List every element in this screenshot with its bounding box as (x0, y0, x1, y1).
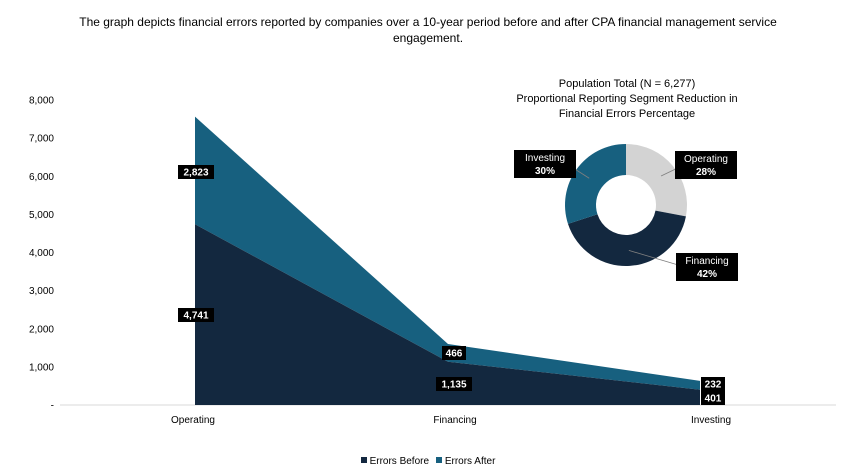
donut-title-line-3: Financial Errors Percentage (559, 108, 695, 120)
donut-slice-financing (567, 210, 686, 266)
donut-label-financing-box (676, 253, 738, 281)
data-label-errors-after-financing-box (442, 346, 466, 360)
legend-swatch-errors-before (360, 457, 367, 463)
chart-caption: The graph depicts financial errors repor… (60, 14, 796, 46)
donut-slice-investing (564, 144, 626, 224)
data-label-errors-after-financing: 466 (442, 346, 466, 360)
data-label-errors-before-financing: 1,135 (436, 377, 472, 391)
donut-slice-operating (626, 144, 687, 217)
donut-label-investing-box (514, 150, 576, 178)
donut-title-line-1: Population Total (N = 6,277) (559, 78, 695, 90)
y-tick-label-2: 2,000 (29, 324, 54, 335)
donut-label-investing-category: Investing (525, 153, 565, 164)
area-chart: - 1,000 2,000 3,000 4,000 5,000 6,000 7,000 8,00… (29, 96, 836, 426)
data-label-errors-after-financing-text: 466 (446, 349, 463, 360)
data-label-errors-before-financing-box (436, 377, 472, 391)
data-label-errors-after-investing: 232 (701, 377, 725, 391)
donut-label-operating-category: Operating (684, 154, 728, 165)
data-label-errors-before-investing-text: 401 (705, 394, 722, 405)
y-tick-label-6: 6,000 (29, 172, 54, 183)
data-label-errors-after-operating-box (178, 165, 214, 179)
data-label-errors-after-investing-text: 232 (705, 380, 722, 391)
donut-label-operating-value: 28% (696, 167, 716, 178)
y-tick-label-8: 8,000 (29, 96, 54, 107)
data-label-errors-after-operating-text: 2,823 (183, 168, 208, 179)
data-label-errors-before-operating: 4,741 (178, 308, 214, 322)
legend-label-errors-before: Errors Before (369, 456, 430, 467)
legend-item-errors-before[interactable]: Errors Before (360, 456, 430, 467)
data-label-errors-before-investing-box (701, 391, 725, 405)
area-series-errors-after (195, 116, 700, 390)
x-tick-label-investing: Investing (691, 415, 731, 426)
x-tick-label-financing: Financing (433, 415, 476, 426)
x-tick-label-operating: Operating (171, 415, 215, 426)
legend-label-errors-after: Errors After (444, 456, 496, 467)
data-label-errors-before-financing-text: 1,135 (441, 380, 466, 391)
donut-label-operating-box (675, 151, 737, 179)
donut-label-financing-category: Financing (685, 256, 728, 267)
data-label-errors-after-operating: 2,823 (178, 165, 214, 179)
caption-line-2: engagement. (392, 31, 464, 45)
caption-line-1: The graph depicts financial errors repor… (79, 15, 777, 29)
legend-item-errors-after[interactable]: Errors After (435, 456, 496, 467)
data-label-errors-before-operating-box (178, 308, 214, 322)
donut-chart: Population Total (N = 6,277) Proportional… (514, 78, 738, 281)
data-label-errors-after-investing-box (701, 377, 725, 391)
y-tick-label-3: 3,000 (29, 286, 54, 297)
y-tick-label-7: 7,000 (29, 134, 54, 145)
data-label-errors-before-investing: 401 (701, 391, 725, 405)
y-tick-label-5: 5,000 (29, 210, 54, 221)
donut-label-investing-value: 30% (535, 166, 555, 177)
y-tick-label-1: 1,000 (29, 362, 54, 373)
donut-title-line-2: Proportional Reporting Segment Reduction… (516, 93, 737, 105)
donut-label-financing-leader (628, 250, 686, 268)
y-tick-label-4: 4,000 (29, 248, 54, 259)
legend-swatch-errors-after (435, 457, 442, 463)
y-tick-label-0: - (51, 401, 54, 412)
donut-label-financing-value: 42% (697, 269, 717, 280)
legend: Errors Before Errors After (0, 456, 856, 467)
data-label-errors-before-operating-text: 4,741 (183, 311, 208, 322)
area-series-errors-before (195, 224, 700, 405)
